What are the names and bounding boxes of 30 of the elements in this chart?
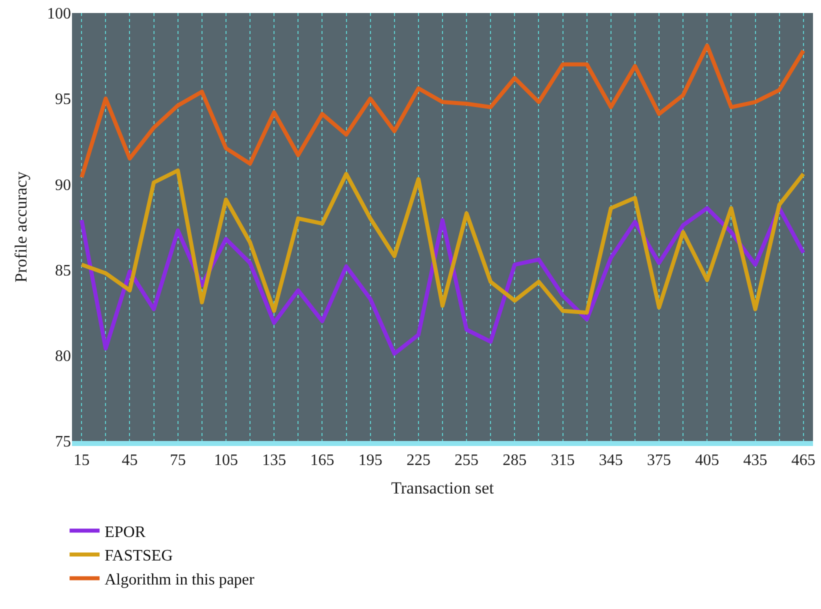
- x-tick-label: 225: [406, 452, 430, 470]
- legend-label: FASTSEG: [104, 548, 174, 565]
- y-tick-label: 90: [55, 176, 71, 194]
- x-tick-label: 285: [502, 452, 527, 470]
- legend-label: EPOR: [104, 524, 146, 541]
- x-tick-label: 45: [122, 452, 138, 470]
- legend-label: Algorithm in this paper: [104, 572, 256, 588]
- y-tick-label: 100: [47, 6, 71, 23]
- x-tick-label: 465: [791, 452, 816, 470]
- x-tick-label: 375: [647, 452, 672, 470]
- x-tick-label: 405: [695, 452, 720, 470]
- y-tick-label: 75: [55, 434, 71, 451]
- line-series: [80, 168, 806, 315]
- x-tick-label: 105: [214, 452, 238, 470]
- x-tick-label: 165: [310, 452, 334, 470]
- x-tick-label: 15: [74, 452, 90, 470]
- y-axis-title: Profile accuracy: [12, 171, 31, 282]
- x-axis-title: Transaction set: [391, 478, 494, 498]
- x-tick-label: 345: [598, 452, 623, 470]
- line-series: [80, 44, 806, 180]
- line-series: [80, 206, 806, 356]
- y-tick-label: 95: [55, 91, 71, 108]
- x-tick-label: 75: [170, 452, 186, 470]
- x-tick-label: 135: [262, 452, 286, 470]
- y-tick-label: 85: [55, 262, 71, 280]
- x-tick-label: 195: [358, 452, 382, 470]
- y-tick-label: 80: [55, 348, 71, 365]
- x-tick-label: 435: [743, 452, 768, 470]
- x-tick-label: 315: [550, 452, 575, 470]
- x-tick-label: 255: [454, 452, 479, 470]
